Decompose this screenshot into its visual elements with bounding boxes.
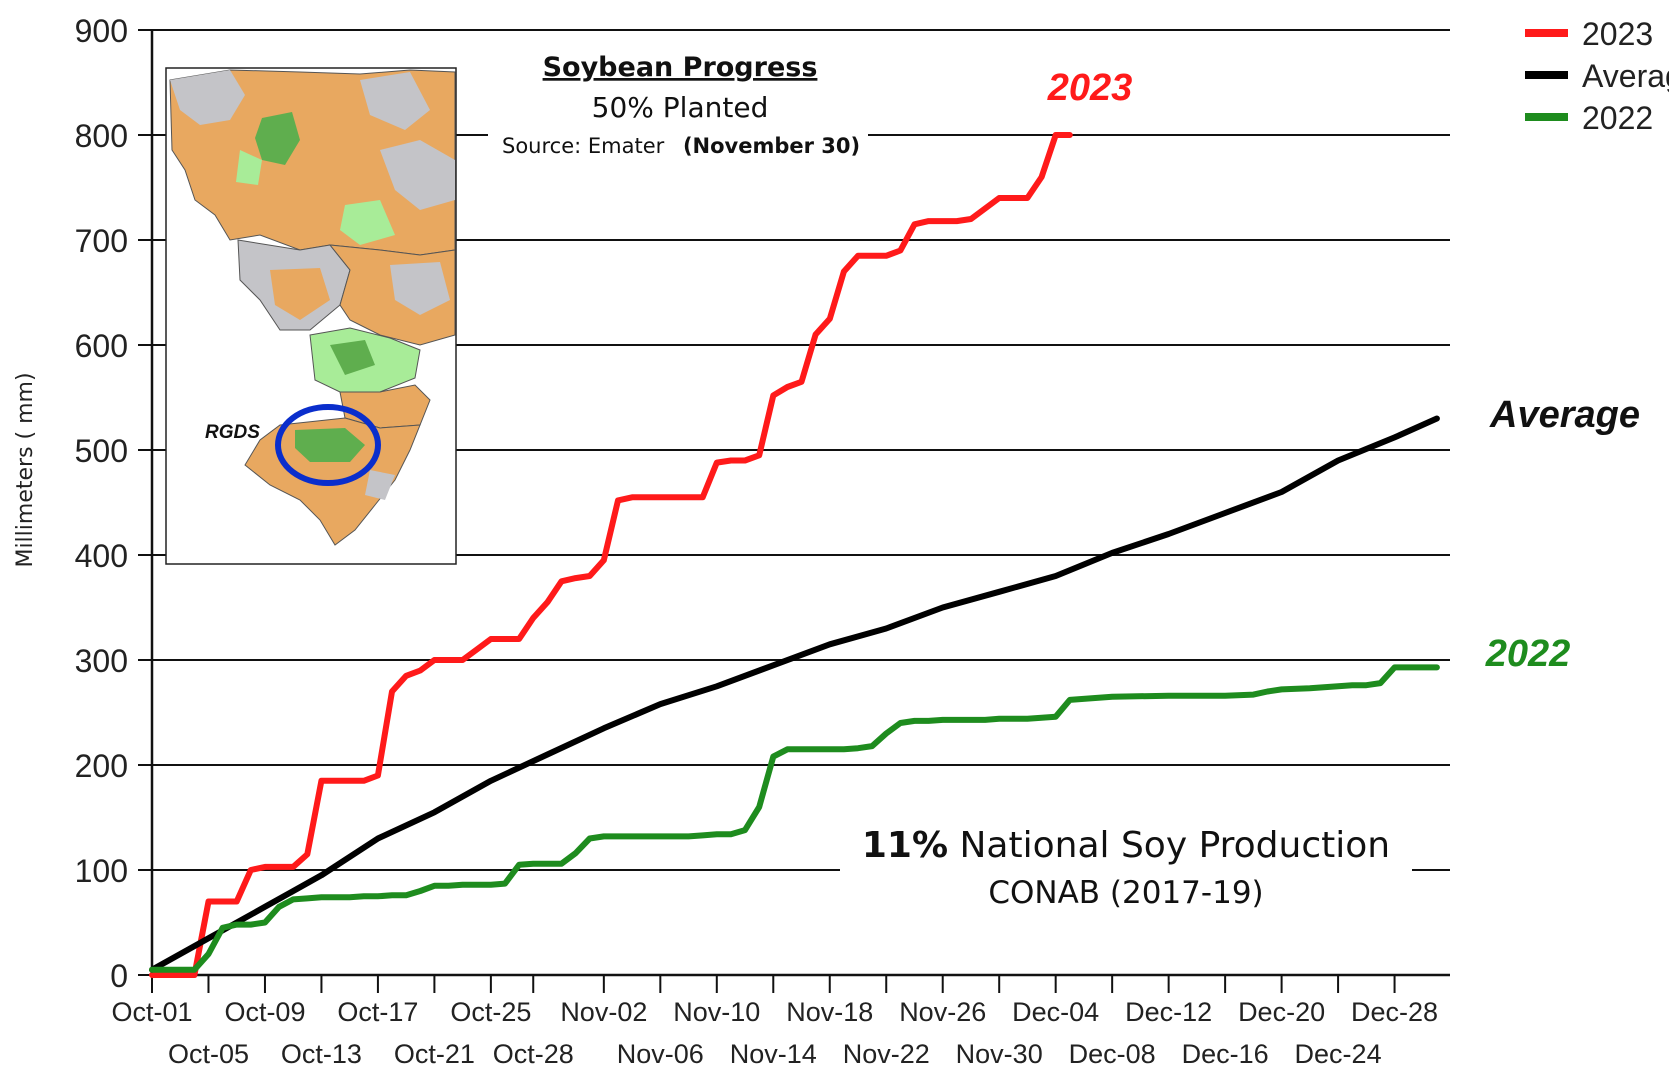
map-orange-middle	[270, 268, 330, 320]
x-tick-labels: Oct-01 Oct-09 Oct-17 Oct-25 Nov-02 Nov-10 Nov-…	[111, 975, 1438, 1069]
y-tick-label-700: 700	[75, 223, 128, 259]
y-axis-title: Millimeters ( mm)	[13, 372, 38, 567]
inset-map: RGDS	[165, 67, 457, 565]
map-green-north-1	[255, 112, 300, 165]
production-note-background	[840, 810, 1412, 915]
y-tick-label-100: 100	[75, 853, 128, 889]
production-note-source: CONAB (2017-19)	[988, 875, 1263, 911]
inset-text-background	[488, 44, 868, 172]
annotation-2022: 2022	[1485, 633, 1571, 675]
inset-source-prefix: Source: Emater	[502, 134, 665, 158]
y-tick-label-400: 400	[75, 538, 128, 574]
x-tick-label-Oct-25: Oct-25	[450, 997, 531, 1027]
map-gray-north-1	[170, 70, 245, 125]
map-green-north-3	[340, 200, 395, 245]
x-tick-label-Nov-26: Nov-26	[899, 997, 986, 1027]
x-tick-label-Dec-12: Dec-12	[1125, 997, 1212, 1027]
x-tick-label-Oct-01: Oct-01	[111, 997, 192, 1027]
rgds-highlight-circle	[275, 404, 381, 486]
x-tick-label-Dec-08: Dec-08	[1069, 1039, 1156, 1069]
x-tick-label-Oct-13: Oct-13	[281, 1039, 362, 1069]
x-tick-label-Nov-06: Nov-06	[617, 1039, 704, 1069]
inset-subtitle: 50% Planted	[592, 91, 769, 124]
y-tick-label-500: 500	[75, 433, 128, 469]
map-gray-east	[390, 262, 450, 315]
y-tick-labels: 0 100 200 300 400 500 600 700 800 900	[75, 13, 128, 994]
inset-title: Soybean Progress	[543, 52, 818, 83]
x-tick-label-Oct-21: Oct-21	[394, 1039, 475, 1069]
x-tick-label-Dec-24: Dec-24	[1295, 1039, 1382, 1069]
x-tick-label-Dec-28: Dec-28	[1351, 997, 1438, 1027]
map-green-north-2	[236, 150, 262, 185]
annotation-2023: 2023	[1047, 67, 1133, 109]
map-green-parana	[330, 340, 375, 375]
series-line-average	[149, 415, 1440, 973]
x-tick-label-Oct-09: Oct-09	[224, 997, 305, 1027]
series-line-2022	[149, 664, 1440, 973]
y-tick-label-300: 300	[75, 643, 128, 679]
x-tick-label-Nov-10: Nov-10	[673, 997, 760, 1027]
production-note-main: 11% National Soy Production	[862, 825, 1390, 866]
production-note-pct: 11%	[862, 825, 948, 866]
axes	[150, 30, 1450, 977]
legend-label-2022: 2022	[1582, 100, 1653, 136]
map-green-rgs	[295, 428, 365, 462]
map-gray-north-3	[360, 72, 430, 130]
series-lines	[149, 132, 1440, 978]
y-tick-label-900: 900	[75, 13, 128, 49]
annotation-average: Average	[1489, 394, 1640, 436]
x-tick-label-Oct-28: Oct-28	[493, 1039, 574, 1069]
y-tick-label-600: 600	[75, 328, 128, 364]
legend-label-average: Average	[1582, 58, 1669, 94]
x-tick-label-Nov-22: Nov-22	[843, 1039, 930, 1069]
x-tick-label-Oct-17: Oct-17	[337, 997, 418, 1027]
x-tick-label-Dec-16: Dec-16	[1182, 1039, 1269, 1069]
production-note-text: National Soy Production	[948, 825, 1390, 866]
series-line-2023	[149, 132, 1073, 978]
map-gray-rgs	[365, 470, 395, 500]
rgds-label: RGDS	[205, 422, 260, 443]
legend: 2023 Average 2022	[1525, 16, 1669, 136]
x-tick-label-Nov-14: Nov-14	[730, 1039, 817, 1069]
inset-source-date: (November 30)	[683, 134, 860, 158]
inset-source: Source: Emater (November 30)	[502, 134, 860, 158]
x-tick-label-Oct-05: Oct-05	[168, 1039, 249, 1069]
x-tick-label-Nov-02: Nov-02	[560, 997, 647, 1027]
map-gray-north-2	[380, 140, 455, 210]
x-tick-label-Dec-04: Dec-04	[1012, 997, 1099, 1027]
y-tick-label-800: 800	[75, 118, 128, 154]
legend-label-2023: 2023	[1582, 16, 1653, 52]
y-tick-label-200: 200	[75, 748, 128, 784]
x-tick-label-Nov-18: Nov-18	[786, 997, 873, 1027]
y-tick-label-0: 0	[110, 958, 128, 994]
x-tick-label-Dec-20: Dec-20	[1238, 997, 1325, 1027]
x-tick-label-Nov-30: Nov-30	[956, 1039, 1043, 1069]
map-regions	[169, 69, 456, 546]
